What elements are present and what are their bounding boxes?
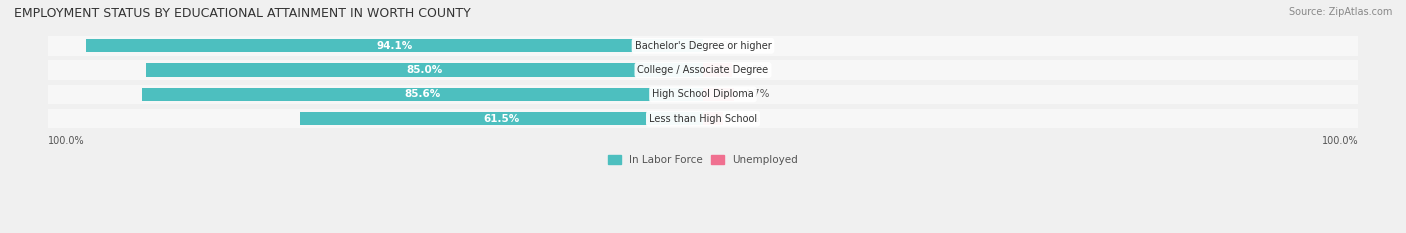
Bar bbox=[703, 88, 734, 101]
Text: 61.5%: 61.5% bbox=[484, 114, 520, 124]
Bar bbox=[299, 112, 703, 125]
Text: 85.6%: 85.6% bbox=[405, 89, 440, 99]
Bar bbox=[703, 112, 723, 125]
Text: EMPLOYMENT STATUS BY EDUCATIONAL ATTAINMENT IN WORTH COUNTY: EMPLOYMENT STATUS BY EDUCATIONAL ATTAINM… bbox=[14, 7, 471, 20]
Text: 0.0%: 0.0% bbox=[713, 41, 740, 51]
Text: 4.5%: 4.5% bbox=[742, 65, 769, 75]
Text: 94.1%: 94.1% bbox=[377, 41, 413, 51]
Text: 85.0%: 85.0% bbox=[406, 65, 443, 75]
Text: 3.1%: 3.1% bbox=[733, 114, 759, 124]
Text: Less than High School: Less than High School bbox=[650, 114, 756, 124]
Text: Source: ZipAtlas.com: Source: ZipAtlas.com bbox=[1288, 7, 1392, 17]
Legend: In Labor Force, Unemployed: In Labor Force, Unemployed bbox=[605, 151, 801, 169]
Bar bbox=[48, 60, 1358, 80]
Text: 100.0%: 100.0% bbox=[48, 136, 84, 146]
Text: 4.7%: 4.7% bbox=[744, 89, 770, 99]
Bar bbox=[48, 109, 1358, 128]
Text: High School Diploma: High School Diploma bbox=[652, 89, 754, 99]
Text: College / Associate Degree: College / Associate Degree bbox=[637, 65, 769, 75]
Bar bbox=[48, 36, 1358, 55]
Text: Bachelor's Degree or higher: Bachelor's Degree or higher bbox=[634, 41, 772, 51]
Bar bbox=[146, 63, 703, 77]
Text: 100.0%: 100.0% bbox=[1322, 136, 1358, 146]
Bar bbox=[86, 39, 703, 52]
Bar bbox=[48, 85, 1358, 104]
Bar bbox=[703, 63, 733, 77]
Bar bbox=[142, 88, 703, 101]
